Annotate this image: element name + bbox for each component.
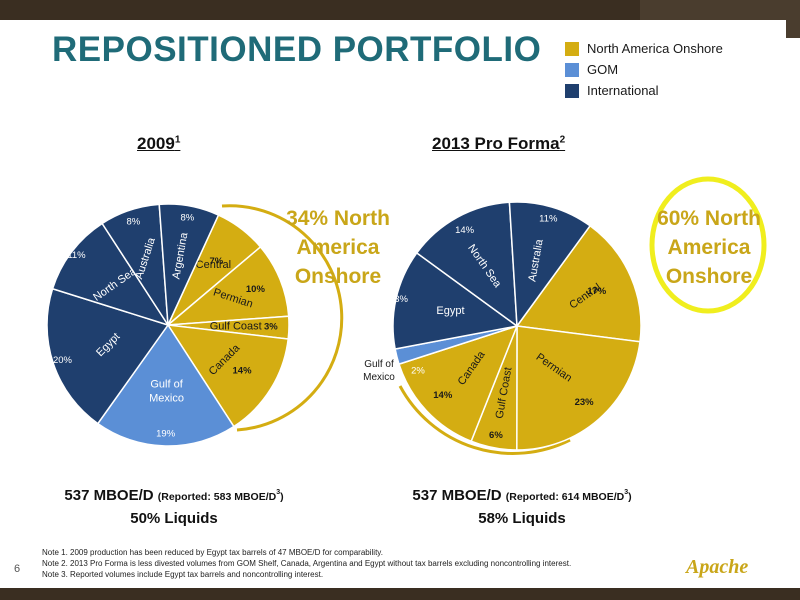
footnote: Note 1. 2009 production has been reduced… bbox=[42, 548, 383, 557]
footnote: Note 3. Reported volumes include Egypt t… bbox=[42, 570, 324, 579]
summary-volume: 537 MBOE/D bbox=[412, 487, 502, 504]
summary-volume-line: 537 MBOE/D (Reported: 614 MBOE/D3) bbox=[398, 482, 646, 508]
pie-slice-egypt bbox=[392, 251, 519, 350]
slice-name-line: Mexico bbox=[363, 372, 395, 383]
slice-percent-label: 17% bbox=[587, 286, 607, 297]
slice-percent-label: 8% bbox=[126, 216, 140, 227]
slice-name-line: Gulf of bbox=[364, 359, 394, 370]
summary-reported-close: ) bbox=[628, 491, 632, 503]
callout-bracket-2013 bbox=[398, 385, 571, 455]
summary-reported: (Reported: 583 MBOE/D bbox=[157, 491, 277, 503]
slice-percent-label: 7% bbox=[209, 256, 223, 267]
slice-percent-label: 13% bbox=[389, 294, 409, 305]
summary-liquids: 58% Liquids bbox=[478, 510, 566, 527]
summary-liquids: 50% Liquids bbox=[130, 510, 218, 527]
callout-line: 34% North bbox=[286, 207, 390, 230]
top-bar bbox=[0, 0, 800, 20]
slice-percent-label: 8% bbox=[180, 212, 194, 223]
slice-name-label: Gulf of Mexico bbox=[149, 378, 184, 404]
slice-percent-label: 11% bbox=[539, 213, 558, 224]
pie-slice-australia bbox=[508, 201, 592, 329]
legend-swatch bbox=[565, 62, 579, 77]
slice-percent-label: 19% bbox=[156, 428, 176, 439]
slice-percent-label: 10% bbox=[246, 284, 266, 295]
pie-slice-argentina bbox=[158, 203, 220, 326]
summary-reported-footnote: 3 bbox=[624, 489, 629, 496]
chart-title-footnote: 2 bbox=[559, 134, 566, 146]
legend-label: North America Onshore bbox=[587, 41, 723, 56]
slice-name-label: Egypt bbox=[436, 305, 464, 317]
summary-reported-close: ) bbox=[280, 491, 284, 503]
chart-title-2013: 2013 Pro Forma2 bbox=[432, 134, 565, 154]
pie-slice-north-sea bbox=[51, 222, 170, 327]
pie-slice-egypt bbox=[46, 287, 170, 425]
legend-item-international: International bbox=[565, 80, 723, 101]
chart-title-2009: 20091 bbox=[137, 134, 180, 154]
chart-title-footnote: 1 bbox=[174, 134, 181, 146]
callout-bracket-2009 bbox=[221, 204, 344, 432]
summary-reported-footnote: 3 bbox=[276, 489, 281, 496]
slice-name-label: Central bbox=[196, 259, 231, 271]
pie-slice-central bbox=[515, 224, 642, 343]
callout-line: America bbox=[667, 236, 751, 259]
slice-name-line: Gulf of bbox=[150, 378, 183, 390]
legend: North America Onshore GOM International bbox=[565, 38, 723, 101]
slice-name-label: Gulf Coast bbox=[210, 320, 262, 332]
pie-slice-permian bbox=[516, 325, 641, 451]
legend-swatch bbox=[565, 41, 579, 56]
pie-slice-permian bbox=[165, 245, 290, 326]
slice-percent-label: 2% bbox=[411, 366, 425, 377]
summary-2013: 537 MBOE/D (Reported: 614 MBOE/D3) 58% L… bbox=[398, 482, 646, 530]
footnotes: Note 1. 2009 production has been reduced… bbox=[42, 547, 571, 580]
summary-reported: (Reported: 614 MBOE/D bbox=[505, 491, 625, 503]
slide-title: REPOSITIONED PORTFOLIO bbox=[52, 30, 542, 69]
callout-line: 60% North bbox=[657, 207, 761, 230]
pie-slice-gulf-of-mexico bbox=[96, 323, 235, 447]
apache-logo: Apache bbox=[686, 556, 749, 578]
callout-highlight-ellipse bbox=[649, 176, 767, 314]
slice-name-label: Gulf of Mexico bbox=[363, 359, 395, 383]
callout-line: Onshore bbox=[665, 265, 753, 288]
legend-label: International bbox=[587, 83, 659, 98]
slice-percent-label: 11% bbox=[67, 250, 86, 261]
legend-swatch bbox=[565, 83, 579, 98]
callout-2013: 60% North America Onshore bbox=[651, 204, 767, 291]
bottom-bar bbox=[0, 588, 800, 600]
chart-title-text: 2009 bbox=[137, 134, 175, 153]
callout-line: Onshore bbox=[294, 265, 382, 288]
summary-2009: 537 MBOE/D (Reported: 583 MBOE/D3) 50% L… bbox=[44, 482, 304, 530]
slice-percent-label: 3% bbox=[264, 322, 278, 333]
slice-percent-label: 14% bbox=[233, 365, 253, 376]
callout-2009: 34% North America Onshore bbox=[278, 204, 398, 291]
side-accent bbox=[786, 20, 800, 38]
legend-item-north-america-onshore: North America Onshore bbox=[565, 38, 723, 59]
pie-slice-canada bbox=[166, 324, 290, 428]
top-bar-accent bbox=[640, 0, 800, 20]
chart-title-text: 2013 Pro Forma bbox=[432, 134, 560, 153]
pie-slice-north-sea bbox=[415, 201, 518, 328]
legend-item-gom: GOM bbox=[565, 59, 723, 80]
summary-volume: 537 MBOE/D bbox=[64, 487, 154, 504]
page-number: 6 bbox=[14, 563, 21, 575]
slice-percent-label: 20% bbox=[53, 355, 73, 366]
legend-label: GOM bbox=[587, 62, 619, 77]
summary-volume-line: 537 MBOE/D (Reported: 583 MBOE/D3) bbox=[44, 482, 304, 508]
callout-line: America bbox=[296, 236, 380, 259]
slice-percent-label: 6% bbox=[489, 430, 503, 441]
slice-percent-label: 14% bbox=[455, 225, 475, 236]
footnote: Note 2. 2013 Pro Forma is less divested … bbox=[42, 559, 572, 568]
slice-percent-label: 14% bbox=[433, 390, 453, 401]
slice-percent-label: 23% bbox=[575, 397, 595, 408]
slice-name-line: Mexico bbox=[149, 392, 184, 404]
